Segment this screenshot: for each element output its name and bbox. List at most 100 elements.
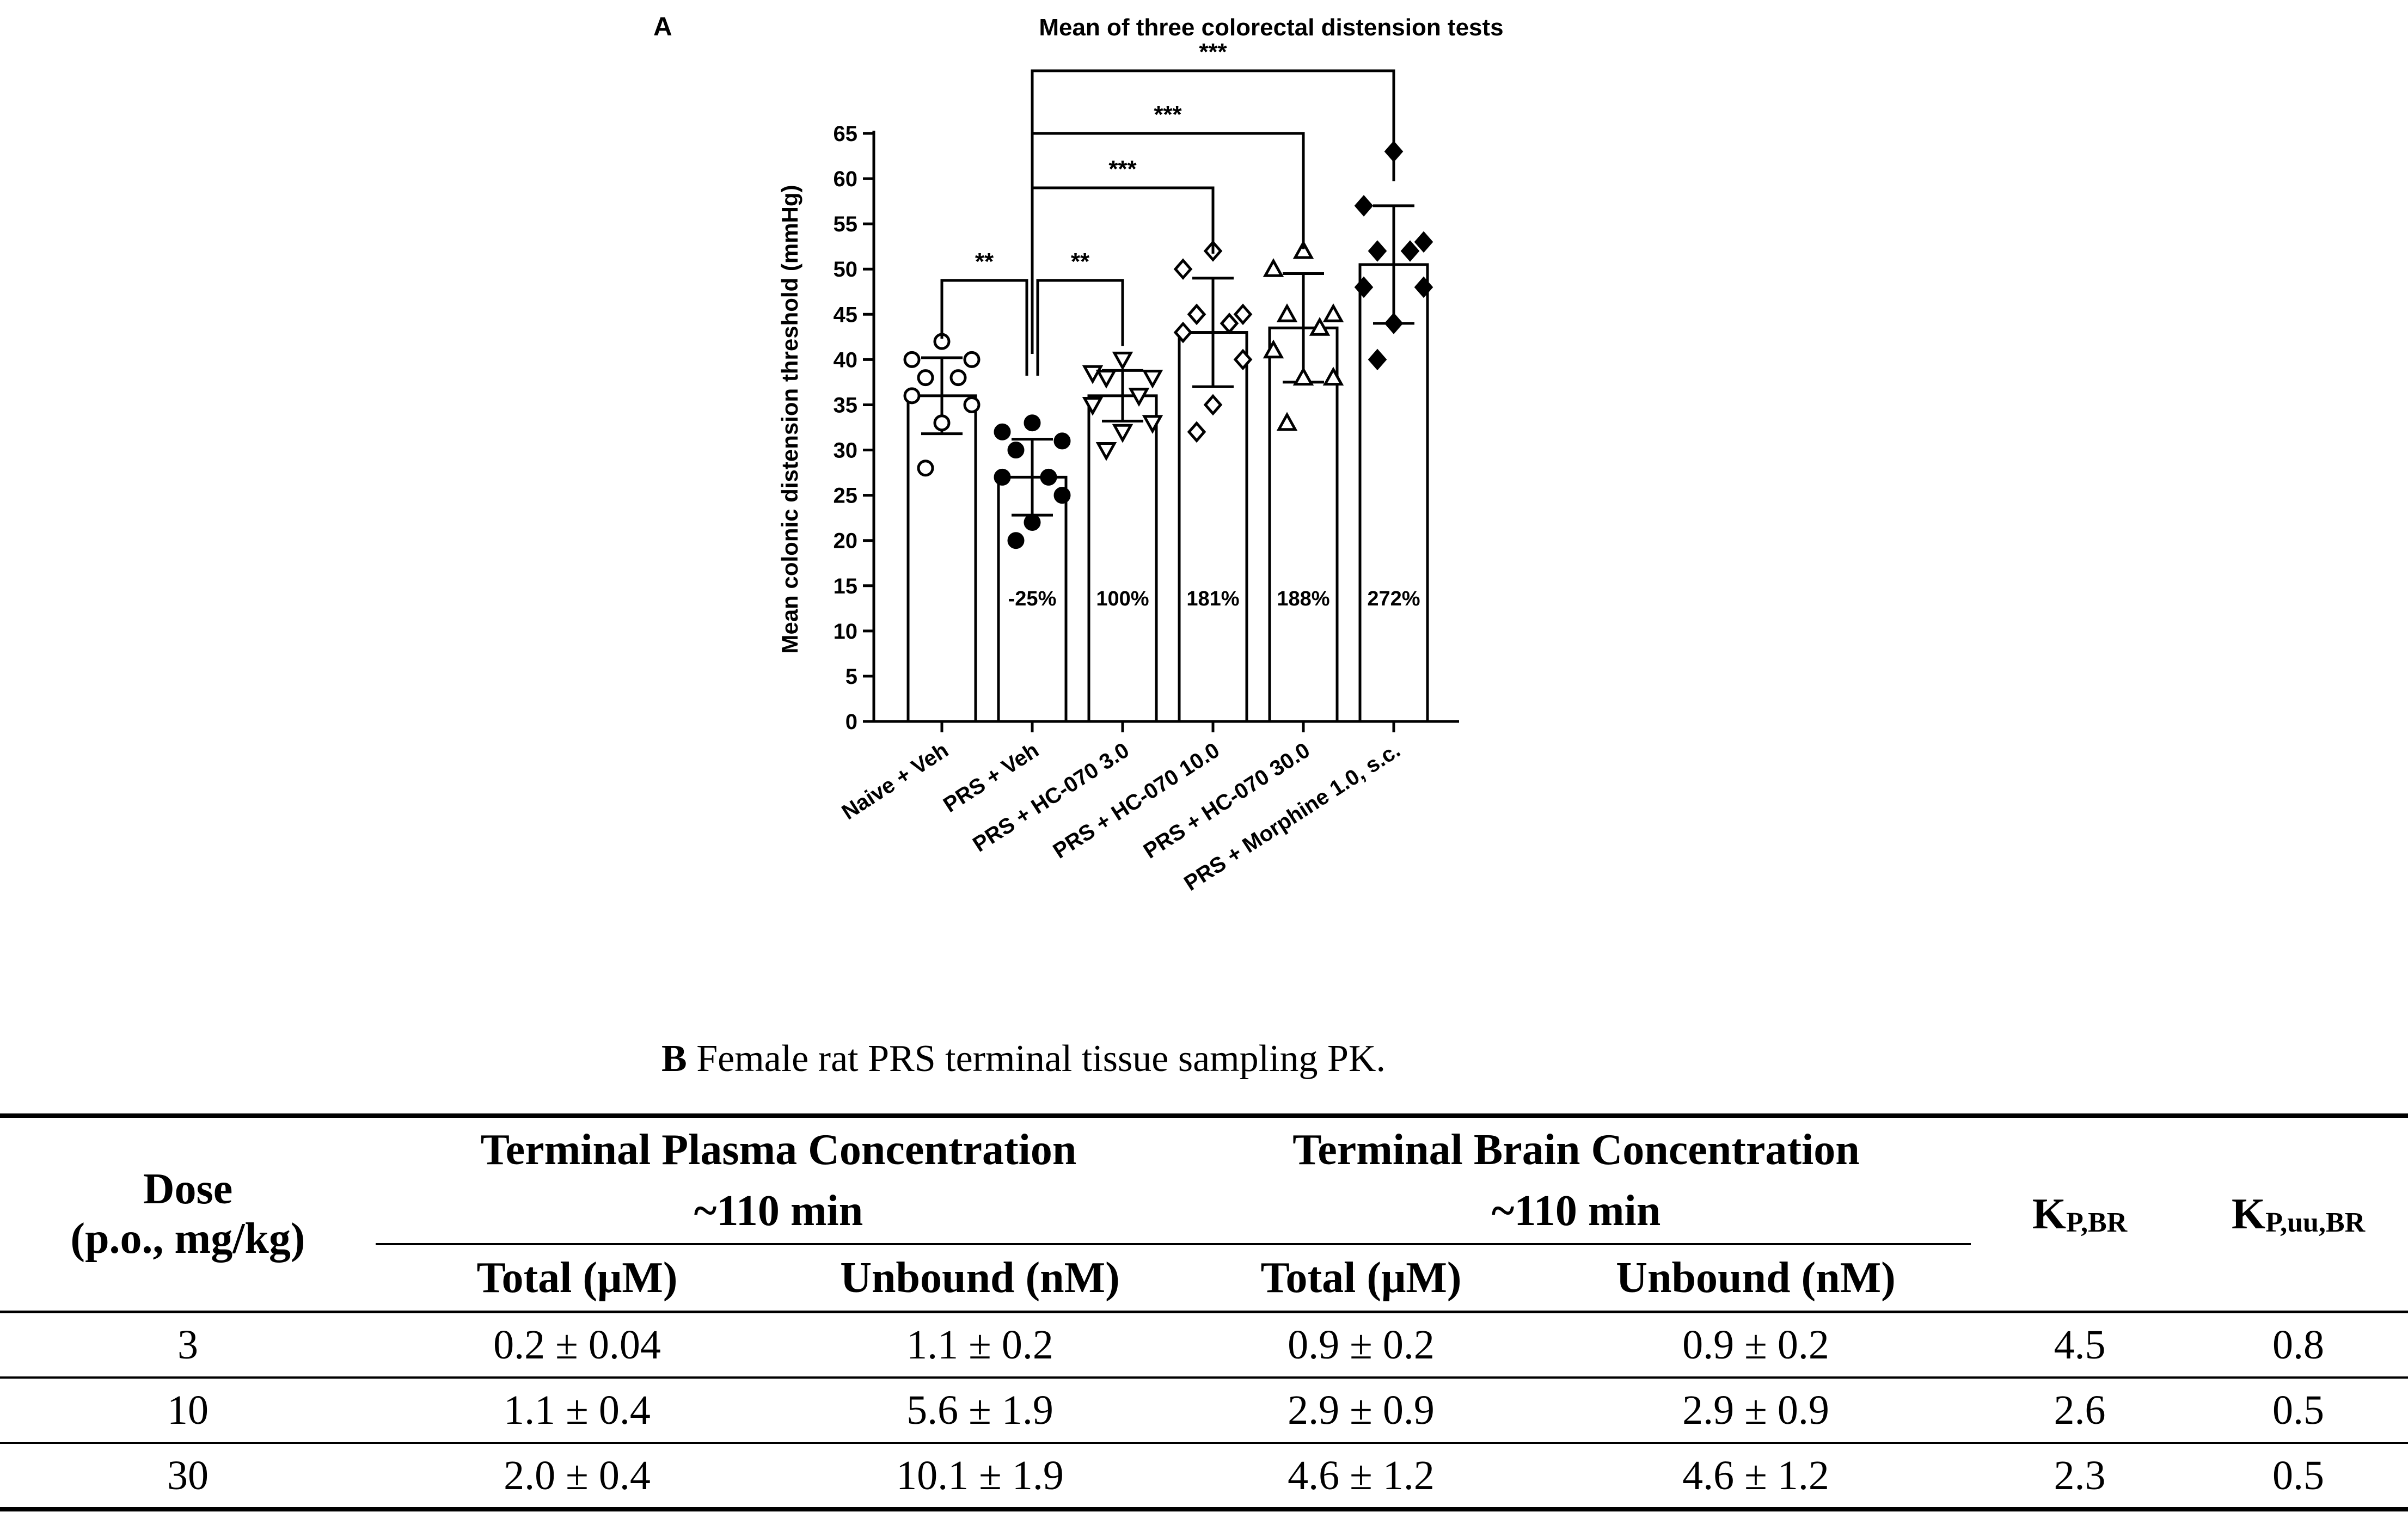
table-cell: 2.9 ± 0.9 — [1541, 1378, 1971, 1444]
data-point — [1309, 317, 1331, 336]
data-point — [933, 414, 951, 432]
y-tick-label: 30 — [834, 439, 858, 463]
table-cell: 1.1 ± 0.2 — [779, 1312, 1181, 1379]
table-cell: 0.9 ± 0.2 — [1181, 1312, 1541, 1379]
y-tick-label: 45 — [834, 303, 858, 327]
bar-label: 181% — [1186, 587, 1239, 610]
sub-header: Total (μM) — [1181, 1244, 1541, 1313]
table-cell: 3 — [0, 1312, 376, 1379]
data-point — [994, 423, 1011, 440]
sub-header: Unbound (nM) — [779, 1244, 1181, 1313]
data-point — [1007, 442, 1025, 459]
bars — [906, 263, 1429, 723]
data-point — [1173, 321, 1193, 344]
data-point — [917, 460, 934, 477]
data-point — [1368, 240, 1387, 262]
y-tick-label: 10 — [834, 620, 858, 644]
data-point — [1173, 258, 1193, 280]
table-cell: 10.1 ± 1.9 — [779, 1443, 1181, 1511]
data-point — [1233, 303, 1253, 326]
significance-label: *** — [1199, 39, 1227, 65]
brain-header: Terminal Brain Concentration ~110 min — [1181, 1113, 1971, 1245]
y-tick-label: 15 — [834, 574, 858, 598]
data-point — [1187, 421, 1206, 443]
table-cell: 0.5 — [2189, 1378, 2408, 1444]
data-point — [1322, 366, 1344, 386]
y-tick-label: 5 — [845, 665, 857, 689]
y-axis-label: Mean colonic distension threshold (mmHg) — [777, 185, 802, 653]
significance-label: *** — [1108, 156, 1137, 182]
brain-header-line2: ~110 min — [1491, 1187, 1661, 1235]
bar-labels: -25% 100% 181% 188% 272% — [1008, 587, 1420, 610]
table-caption-text: Female rat PRS terminal tissue sampling … — [696, 1038, 1386, 1080]
data-point — [994, 468, 1011, 486]
bar — [1358, 263, 1429, 723]
table-cell: 4.6 ± 1.2 — [1181, 1443, 1541, 1511]
data-point — [1053, 432, 1071, 450]
data-point — [1095, 442, 1117, 461]
plasma-header-line2: ~110 min — [694, 1187, 863, 1235]
axes: 0 5 10 15 20 25 30 35 40 45 50 55 60 65 — [834, 122, 1459, 734]
data-point — [1024, 414, 1041, 432]
data-point — [1414, 276, 1433, 298]
significance-brackets: ** *********** — [940, 39, 1395, 376]
table-row: 30 2.0 ± 0.4 10.1 ± 1.9 4.6 ± 1.2 4.6 ± … — [0, 1443, 2408, 1511]
y-tick-label: 60 — [834, 167, 858, 191]
significance-bracket — [1031, 69, 1395, 354]
data-point — [1233, 348, 1253, 371]
table-cell: 0.5 — [2189, 1443, 2408, 1511]
data-point — [1292, 366, 1314, 386]
data-point — [1024, 513, 1041, 531]
data-point — [1053, 487, 1071, 504]
data-point — [1276, 412, 1298, 431]
data-point — [1322, 303, 1344, 322]
table-cell: 0.8 — [2189, 1312, 2408, 1379]
brain-header-line1: Terminal Brain Concentration — [1292, 1126, 1860, 1174]
y-tick-label: 35 — [834, 393, 858, 417]
kp-header-main: K — [2032, 1190, 2066, 1238]
plasma-header-line1: Terminal Plasma Concentration — [480, 1126, 1077, 1174]
data-points — [903, 140, 1433, 549]
y-tick-label: 25 — [834, 484, 858, 508]
y-tick-label: 20 — [834, 529, 858, 553]
data-point — [1263, 258, 1284, 277]
table-caption: B Female rat PRS terminal tissue samplin… — [0, 1037, 2047, 1081]
y-tick-label: 0 — [845, 710, 857, 734]
data-point — [949, 369, 967, 387]
table-row: 3 0.2 ± 0.04 1.1 ± 0.2 0.9 ± 0.2 0.9 ± 0… — [0, 1312, 2408, 1379]
data-point — [1112, 351, 1133, 371]
sub-header: Unbound (nM) — [1541, 1244, 1971, 1313]
data-point — [1368, 348, 1387, 371]
table-cell: 2.9 ± 0.9 — [1181, 1378, 1541, 1444]
data-point — [963, 396, 981, 413]
x-tick-label: PRS + HC-070 3.0 — [969, 738, 1133, 857]
y-tick-label: 65 — [834, 122, 858, 146]
data-point — [903, 387, 921, 405]
bar — [1268, 326, 1339, 723]
data-point — [1354, 195, 1374, 217]
significance-bracket — [1031, 132, 1305, 354]
panel-label: A — [653, 13, 672, 41]
data-point — [1292, 240, 1314, 259]
data-point — [1040, 468, 1057, 486]
data-point — [1095, 370, 1117, 389]
data-point — [1203, 394, 1223, 416]
data-point — [1007, 532, 1025, 549]
data-point — [963, 351, 981, 368]
data-point — [1187, 303, 1206, 326]
table-cell: 5.6 ± 1.9 — [779, 1378, 1181, 1444]
significance-label: ** — [975, 248, 994, 275]
data-point — [1263, 339, 1284, 359]
table-cell: 10 — [0, 1378, 376, 1444]
kpuu-header: KP,uu,BR — [2189, 1113, 2408, 1313]
table-cell: 4.6 ± 1.2 — [1541, 1443, 1971, 1511]
data-point — [1354, 276, 1374, 298]
data-point — [903, 351, 921, 368]
bar — [1178, 331, 1248, 723]
bar-label: -25% — [1008, 587, 1057, 610]
y-tick-label: 55 — [834, 212, 858, 236]
bar-label: 188% — [1277, 587, 1329, 610]
bar — [906, 394, 977, 723]
plasma-header: Terminal Plasma Concentration ~110 min — [376, 1113, 1181, 1245]
